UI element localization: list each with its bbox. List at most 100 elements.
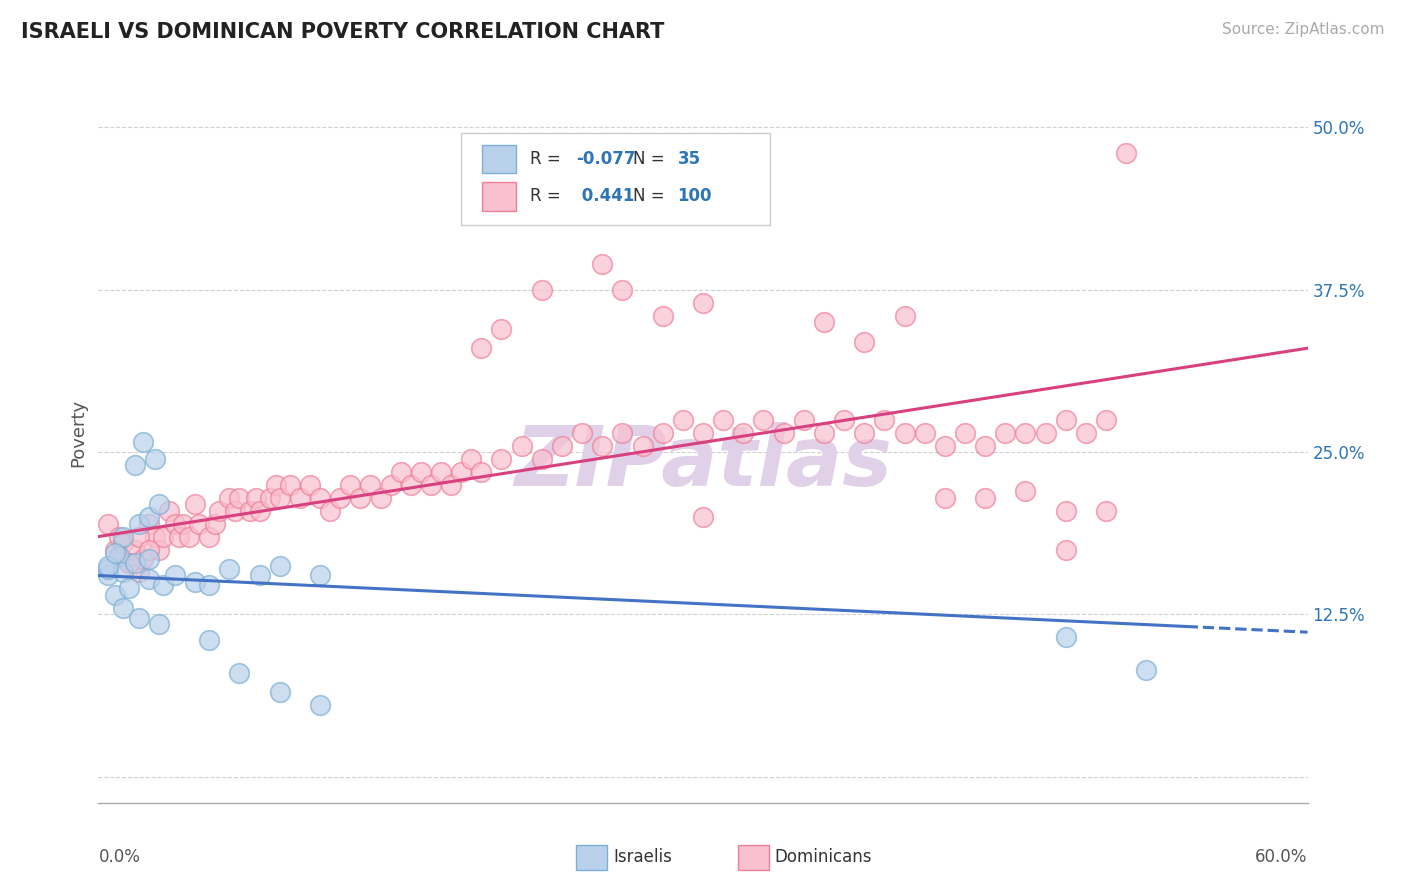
Point xyxy=(152,577,174,591)
Point xyxy=(143,529,166,543)
Point xyxy=(103,546,125,560)
Point xyxy=(349,491,371,505)
Point xyxy=(692,295,714,310)
Point xyxy=(299,477,322,491)
Point xyxy=(1054,412,1077,426)
Point xyxy=(138,542,160,557)
Point xyxy=(111,601,134,615)
Point xyxy=(692,510,714,524)
Point xyxy=(309,568,332,582)
Point xyxy=(118,556,141,570)
Point xyxy=(339,477,361,491)
Point xyxy=(97,559,120,574)
Point xyxy=(772,425,794,440)
Text: N =: N = xyxy=(633,151,669,169)
Point xyxy=(1074,425,1097,440)
Point xyxy=(269,559,291,574)
Point xyxy=(184,574,207,589)
Point xyxy=(128,516,150,531)
Point xyxy=(172,516,194,531)
Point xyxy=(974,491,997,505)
Point xyxy=(97,562,120,576)
Point xyxy=(198,577,221,591)
Point xyxy=(914,425,936,440)
Point xyxy=(813,315,835,329)
Point xyxy=(188,516,211,531)
Point xyxy=(124,542,146,557)
Text: R =: R = xyxy=(530,151,567,169)
Point xyxy=(239,503,262,517)
Point xyxy=(893,309,915,323)
Point xyxy=(460,451,482,466)
Point xyxy=(380,477,402,491)
Point xyxy=(612,425,634,440)
Point xyxy=(138,573,160,587)
Point xyxy=(752,412,775,426)
Text: -0.077: -0.077 xyxy=(576,151,636,169)
Point xyxy=(249,568,271,582)
Text: Dominicans: Dominicans xyxy=(775,848,872,866)
Point xyxy=(124,556,146,570)
Point xyxy=(107,549,129,563)
Point xyxy=(198,529,221,543)
Text: 0.441: 0.441 xyxy=(576,187,634,205)
Point xyxy=(1035,425,1057,440)
Point xyxy=(530,451,553,466)
Point xyxy=(1095,412,1118,426)
Point xyxy=(692,425,714,440)
Point xyxy=(953,425,976,440)
Point xyxy=(571,425,593,440)
Point xyxy=(733,425,755,440)
Point xyxy=(994,425,1017,440)
Point xyxy=(530,283,553,297)
Point xyxy=(631,439,654,453)
Point xyxy=(97,516,120,531)
Point xyxy=(138,510,160,524)
Point xyxy=(111,536,134,550)
Text: ZIPatlas: ZIPatlas xyxy=(515,422,891,503)
Point xyxy=(163,568,186,582)
Point xyxy=(111,565,134,579)
Text: 100: 100 xyxy=(678,187,711,205)
Point xyxy=(1095,503,1118,517)
Point xyxy=(148,497,170,511)
Point xyxy=(118,582,141,596)
Point xyxy=(813,425,835,440)
Point xyxy=(591,257,613,271)
Point xyxy=(510,439,533,453)
Point xyxy=(591,439,613,453)
Point xyxy=(430,465,453,479)
Point xyxy=(370,491,392,505)
Point xyxy=(124,458,146,472)
Point xyxy=(163,516,186,531)
FancyBboxPatch shape xyxy=(461,133,769,226)
Point xyxy=(103,542,125,557)
Point xyxy=(128,565,150,579)
Point xyxy=(853,425,876,440)
Point xyxy=(264,477,287,491)
Point xyxy=(111,529,134,543)
Point xyxy=(319,503,342,517)
Point xyxy=(132,434,155,449)
Point xyxy=(152,529,174,543)
Point xyxy=(128,529,150,543)
Point xyxy=(138,551,160,566)
Point xyxy=(974,439,997,453)
Point xyxy=(470,465,492,479)
Point xyxy=(128,611,150,625)
Text: N =: N = xyxy=(633,187,669,205)
Point xyxy=(1054,542,1077,557)
Text: Source: ZipAtlas.com: Source: ZipAtlas.com xyxy=(1222,22,1385,37)
Point xyxy=(934,491,956,505)
Point xyxy=(204,516,226,531)
Point xyxy=(118,556,141,570)
Point xyxy=(470,341,492,355)
Point xyxy=(309,698,332,713)
Point xyxy=(143,451,166,466)
Point xyxy=(491,451,513,466)
Point xyxy=(329,491,352,505)
Point xyxy=(1054,630,1077,644)
Point xyxy=(399,477,422,491)
Point xyxy=(450,465,472,479)
Point xyxy=(832,412,855,426)
